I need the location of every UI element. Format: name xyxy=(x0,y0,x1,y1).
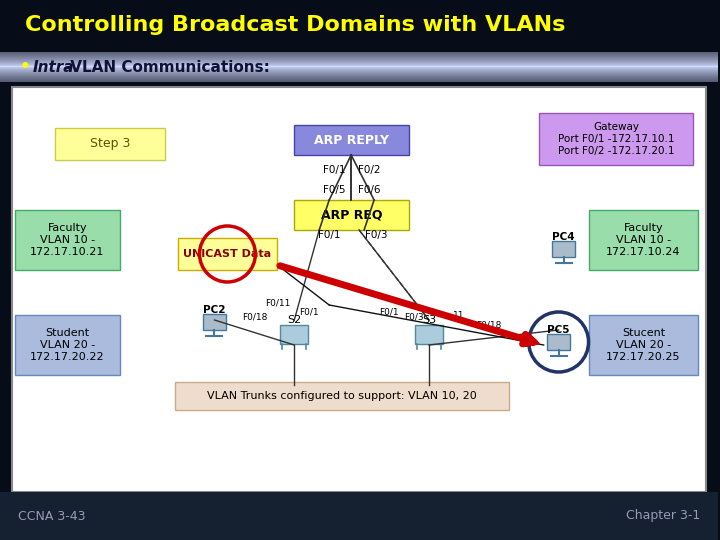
Text: F0/1: F0/1 xyxy=(318,230,341,240)
Text: Step 3: Step 3 xyxy=(89,138,130,151)
Text: F0/2: F0/2 xyxy=(358,165,380,175)
FancyBboxPatch shape xyxy=(0,73,719,74)
FancyBboxPatch shape xyxy=(174,382,509,410)
Text: Chapter 3-1: Chapter 3-1 xyxy=(626,510,701,523)
FancyBboxPatch shape xyxy=(0,70,719,71)
FancyBboxPatch shape xyxy=(280,325,308,345)
Text: Faculty
VLAN 10 -
172.17.10.21: Faculty VLAN 10 - 172.17.10.21 xyxy=(30,224,104,256)
FancyBboxPatch shape xyxy=(0,60,719,61)
FancyBboxPatch shape xyxy=(0,63,719,64)
Text: F0/11: F0/11 xyxy=(265,299,290,307)
Text: -VLAN Communications:: -VLAN Communications: xyxy=(65,59,270,75)
FancyBboxPatch shape xyxy=(0,492,719,540)
FancyBboxPatch shape xyxy=(0,75,719,76)
FancyBboxPatch shape xyxy=(588,315,698,375)
FancyBboxPatch shape xyxy=(547,334,570,350)
FancyBboxPatch shape xyxy=(0,67,719,68)
FancyBboxPatch shape xyxy=(178,238,277,270)
FancyBboxPatch shape xyxy=(0,57,719,58)
Text: PC2: PC2 xyxy=(203,305,226,315)
FancyBboxPatch shape xyxy=(539,113,693,165)
FancyBboxPatch shape xyxy=(0,59,719,60)
Text: Controlling Broadcast Domains with VLANs: Controlling Broadcast Domains with VLANs xyxy=(25,15,565,35)
FancyBboxPatch shape xyxy=(0,66,719,67)
FancyBboxPatch shape xyxy=(55,128,165,160)
Text: PC5: PC5 xyxy=(547,325,570,335)
FancyBboxPatch shape xyxy=(294,125,409,155)
Text: CCNA 3-43: CCNA 3-43 xyxy=(18,510,86,523)
FancyBboxPatch shape xyxy=(0,62,719,63)
FancyBboxPatch shape xyxy=(552,241,575,257)
Text: VLAN Trunks configured to support: VLAN 10, 20: VLAN Trunks configured to support: VLAN … xyxy=(207,391,477,401)
FancyBboxPatch shape xyxy=(0,78,719,79)
Text: Gateway
Port F0/1 -172.17.10.1
Port F0/2 -172.17.20.1: Gateway Port F0/1 -172.17.10.1 Port F0/2… xyxy=(558,123,674,156)
FancyBboxPatch shape xyxy=(0,61,719,62)
FancyBboxPatch shape xyxy=(12,87,706,492)
Text: F0/3: F0/3 xyxy=(365,230,387,240)
FancyBboxPatch shape xyxy=(0,64,719,65)
FancyBboxPatch shape xyxy=(0,52,719,53)
Text: •: • xyxy=(20,58,30,76)
Text: Intra: Intra xyxy=(33,59,74,75)
FancyBboxPatch shape xyxy=(0,81,719,82)
FancyBboxPatch shape xyxy=(0,74,719,75)
Text: F0/18: F0/18 xyxy=(242,313,267,321)
Text: ARP REQ: ARP REQ xyxy=(321,208,382,221)
FancyBboxPatch shape xyxy=(0,77,719,78)
FancyBboxPatch shape xyxy=(588,210,698,270)
Text: F0/3: F0/3 xyxy=(404,313,424,321)
Text: Faculty
VLAN 10 -
172.17.10.24: Faculty VLAN 10 - 172.17.10.24 xyxy=(606,224,680,256)
FancyBboxPatch shape xyxy=(0,53,719,54)
FancyBboxPatch shape xyxy=(0,71,719,72)
Text: Student
VLAN 20 -
172.17.20.22: Student VLAN 20 - 172.17.20.22 xyxy=(30,328,104,362)
FancyBboxPatch shape xyxy=(203,314,225,330)
Text: F0/1: F0/1 xyxy=(300,307,319,316)
FancyBboxPatch shape xyxy=(0,79,719,80)
FancyBboxPatch shape xyxy=(0,54,719,55)
Text: F0/1: F0/1 xyxy=(323,165,346,175)
Text: S3: S3 xyxy=(422,315,436,325)
Text: 11: 11 xyxy=(453,310,464,320)
FancyBboxPatch shape xyxy=(15,315,120,375)
Text: ARP REPLY: ARP REPLY xyxy=(314,133,389,146)
Text: Stucent
VLAN 20 -
172.17.20.25: Stucent VLAN 20 - 172.17.20.25 xyxy=(606,328,680,362)
Text: UNICAST Data: UNICAST Data xyxy=(184,249,271,259)
FancyBboxPatch shape xyxy=(0,55,719,56)
Text: S2: S2 xyxy=(287,315,302,325)
Text: F0/6: F0/6 xyxy=(358,185,380,195)
FancyBboxPatch shape xyxy=(415,325,443,345)
FancyBboxPatch shape xyxy=(0,72,719,73)
FancyBboxPatch shape xyxy=(0,69,719,70)
FancyBboxPatch shape xyxy=(0,65,719,66)
Text: F0/18: F0/18 xyxy=(476,321,502,329)
FancyBboxPatch shape xyxy=(0,76,719,77)
FancyBboxPatch shape xyxy=(15,210,120,270)
FancyBboxPatch shape xyxy=(0,80,719,81)
FancyBboxPatch shape xyxy=(0,58,719,59)
FancyBboxPatch shape xyxy=(294,200,409,230)
Text: F0/5: F0/5 xyxy=(323,185,346,195)
FancyBboxPatch shape xyxy=(0,68,719,69)
FancyBboxPatch shape xyxy=(0,56,719,57)
Text: F0/1: F0/1 xyxy=(379,307,399,316)
Text: PC4: PC4 xyxy=(552,232,575,242)
